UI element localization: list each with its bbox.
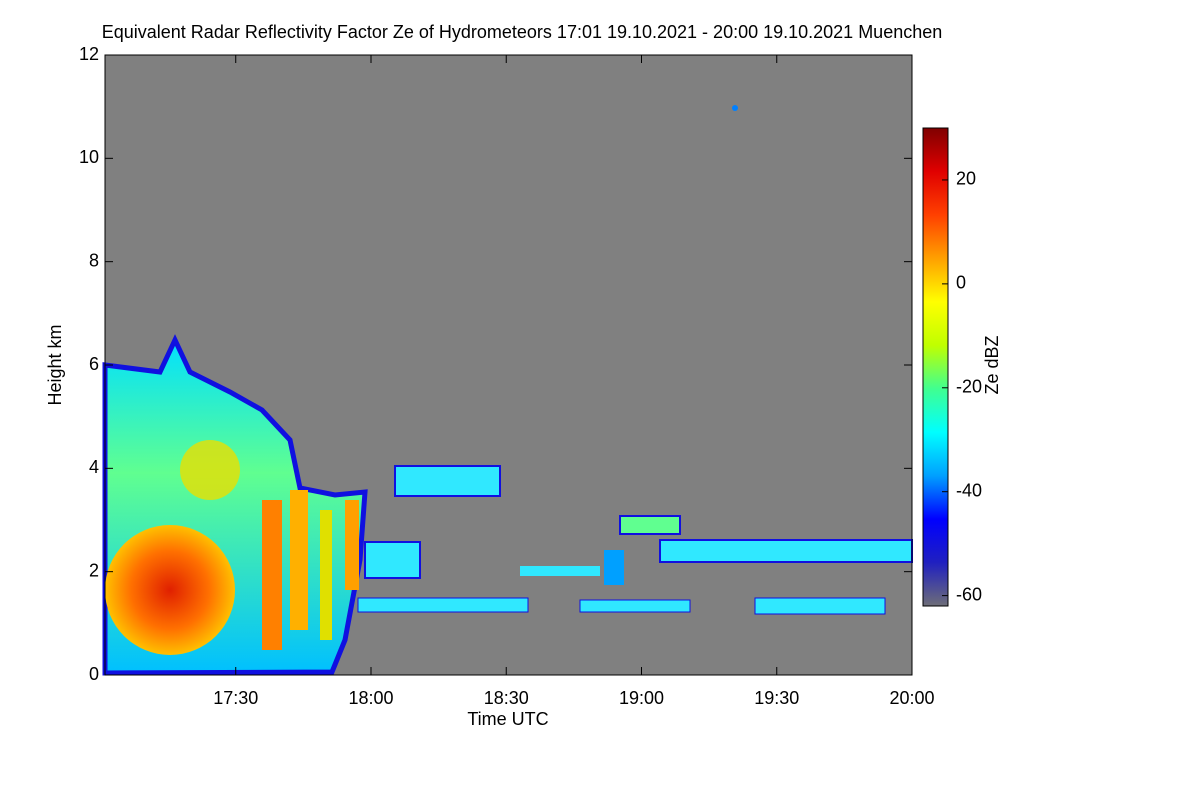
echo-patch	[364, 541, 421, 579]
y-axis-label: Height km	[45, 324, 65, 405]
y-tick-label: 12	[79, 44, 99, 64]
y-tick-label: 4	[89, 457, 99, 477]
colorbar-label: Ze dBZ	[982, 335, 1002, 394]
colorbar-tick-label: -40	[956, 480, 982, 500]
x-tick-label: 19:00	[619, 688, 664, 708]
chart-title: Equivalent Radar Reflectivity Factor Ze …	[102, 22, 943, 42]
y-tick-label: 2	[89, 560, 99, 580]
echo-patch	[754, 597, 886, 615]
echo-patch	[520, 566, 600, 576]
colorbar-tick-label: 20	[956, 169, 976, 189]
echo-patch	[732, 105, 738, 111]
colorbar-tick-label: -20	[956, 377, 982, 397]
echo-patch	[579, 599, 691, 613]
x-tick-label: 19:30	[754, 688, 799, 708]
echo-core	[105, 525, 235, 655]
echo-patch	[357, 597, 529, 613]
colorbar	[922, 127, 949, 607]
x-tick-label: 17:30	[213, 688, 258, 708]
y-tick-label: 10	[79, 147, 99, 167]
echo-patch	[394, 465, 501, 497]
echo-streak	[345, 500, 359, 590]
colorbar-tick-label: -60	[956, 584, 982, 604]
echo-patch	[619, 515, 681, 535]
x-tick-label: 20:00	[889, 688, 934, 708]
x-tick-label: 18:00	[348, 688, 393, 708]
echo-streak	[320, 510, 332, 640]
echo-patch	[604, 550, 624, 585]
x-tick-label: 18:30	[484, 688, 529, 708]
y-tick-label: 6	[89, 354, 99, 374]
y-tick-label: 8	[89, 250, 99, 270]
echo-streak	[290, 490, 308, 630]
y-tick-label: 0	[89, 664, 99, 684]
echoes	[102, 105, 913, 676]
colorbar-tick-label: 0	[956, 273, 966, 293]
x-axis-label: Time UTC	[467, 709, 548, 729]
echo-core	[180, 440, 240, 500]
echo-patch	[659, 539, 913, 563]
echo-streak	[262, 500, 282, 650]
